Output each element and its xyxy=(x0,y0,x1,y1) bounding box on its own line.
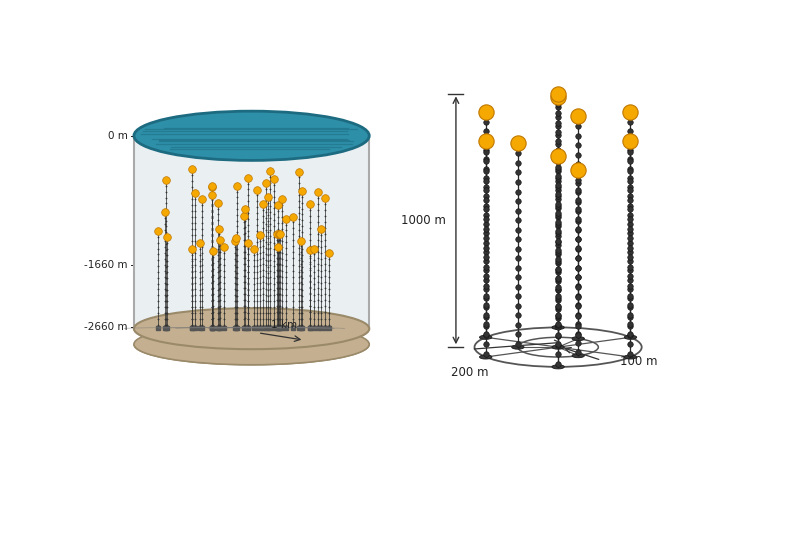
Ellipse shape xyxy=(552,345,564,349)
Text: 0 m: 0 m xyxy=(108,131,128,141)
Ellipse shape xyxy=(511,345,524,349)
Ellipse shape xyxy=(479,355,492,359)
Ellipse shape xyxy=(479,335,492,340)
Ellipse shape xyxy=(552,325,564,329)
Text: 1 km: 1 km xyxy=(272,320,297,330)
Text: 1000 m: 1000 m xyxy=(401,214,446,227)
Text: 100 m: 100 m xyxy=(620,356,658,368)
Text: 200 m: 200 m xyxy=(451,366,488,378)
Text: -1660 m: -1660 m xyxy=(84,260,128,270)
Ellipse shape xyxy=(134,111,369,160)
Ellipse shape xyxy=(624,335,637,340)
Polygon shape xyxy=(134,329,369,365)
Ellipse shape xyxy=(134,308,369,349)
Ellipse shape xyxy=(624,355,637,359)
Ellipse shape xyxy=(572,353,584,358)
Text: -2660 m: -2660 m xyxy=(84,321,128,332)
Polygon shape xyxy=(134,136,369,329)
Ellipse shape xyxy=(552,365,564,369)
Ellipse shape xyxy=(572,336,584,341)
Ellipse shape xyxy=(134,324,369,365)
